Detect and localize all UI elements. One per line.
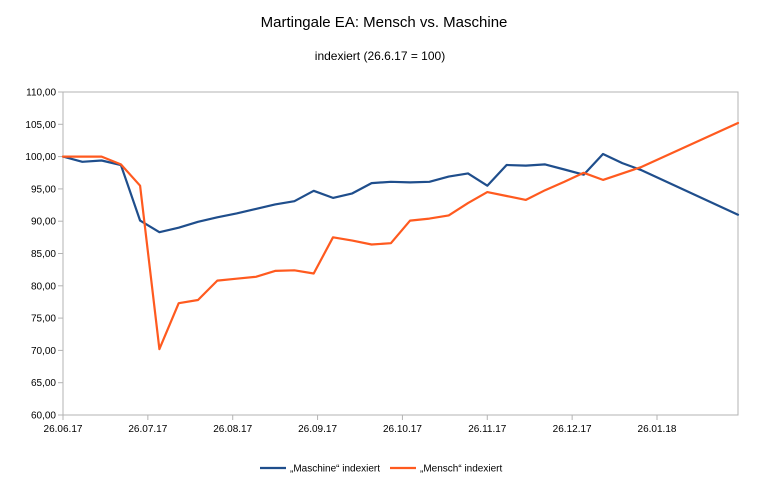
- y-tick-label: 85,00: [31, 249, 56, 260]
- y-tick-label: 90,00: [31, 217, 56, 228]
- chart-title: Martingale EA: Mensch vs. Maschine: [261, 14, 508, 31]
- x-tick-label: 26.11.17: [468, 424, 507, 435]
- plot-area: [62, 91, 739, 416]
- x-tick-label: 26.12.17: [553, 424, 592, 435]
- y-tick-label: 95,00: [31, 184, 56, 195]
- x-tick-label: 26.06.17: [44, 424, 83, 435]
- y-tick-label: 105,00: [25, 120, 56, 131]
- y-tick-label: 70,00: [31, 346, 56, 357]
- y-tick-label: 60,00: [31, 411, 56, 422]
- x-axis: 26.06.17 26.07.17 26.08.17 26.09.17 26.10.17…: [44, 415, 677, 435]
- x-tick-label: 26.01.18: [638, 424, 677, 435]
- x-tick-label: 26.07.17: [128, 424, 167, 435]
- legend-label: „Maschine“ indexiert: [290, 464, 380, 475]
- plot-border: [62, 91, 739, 416]
- series-line-mensch: [61, 121, 740, 351]
- y-tick-label: 80,00: [31, 281, 56, 292]
- legend-label: „Mensch“ indexiert: [420, 464, 502, 475]
- x-tick-label: 26.09.17: [298, 424, 337, 435]
- legend: „Maschine“ indexiert „Mensch“ indexiert: [260, 464, 502, 475]
- chart-subtitle: indexiert (26.6.17 = 100): [315, 49, 445, 63]
- y-tick-label: 100,00: [25, 152, 56, 163]
- y-tick-label: 75,00: [31, 314, 56, 325]
- x-tick-label: 26.10.17: [383, 424, 422, 435]
- y-tick-label: 65,00: [31, 378, 56, 389]
- x-tick-label: 26.08.17: [213, 424, 252, 435]
- series-line-maschine: [61, 152, 740, 234]
- y-axis: 60,00 65,00 70,00 75,00 80,00 85,00 90,00 95,00…: [25, 88, 63, 422]
- series-layer: [61, 121, 740, 351]
- y-tick-label: 110,00: [26, 88, 56, 99]
